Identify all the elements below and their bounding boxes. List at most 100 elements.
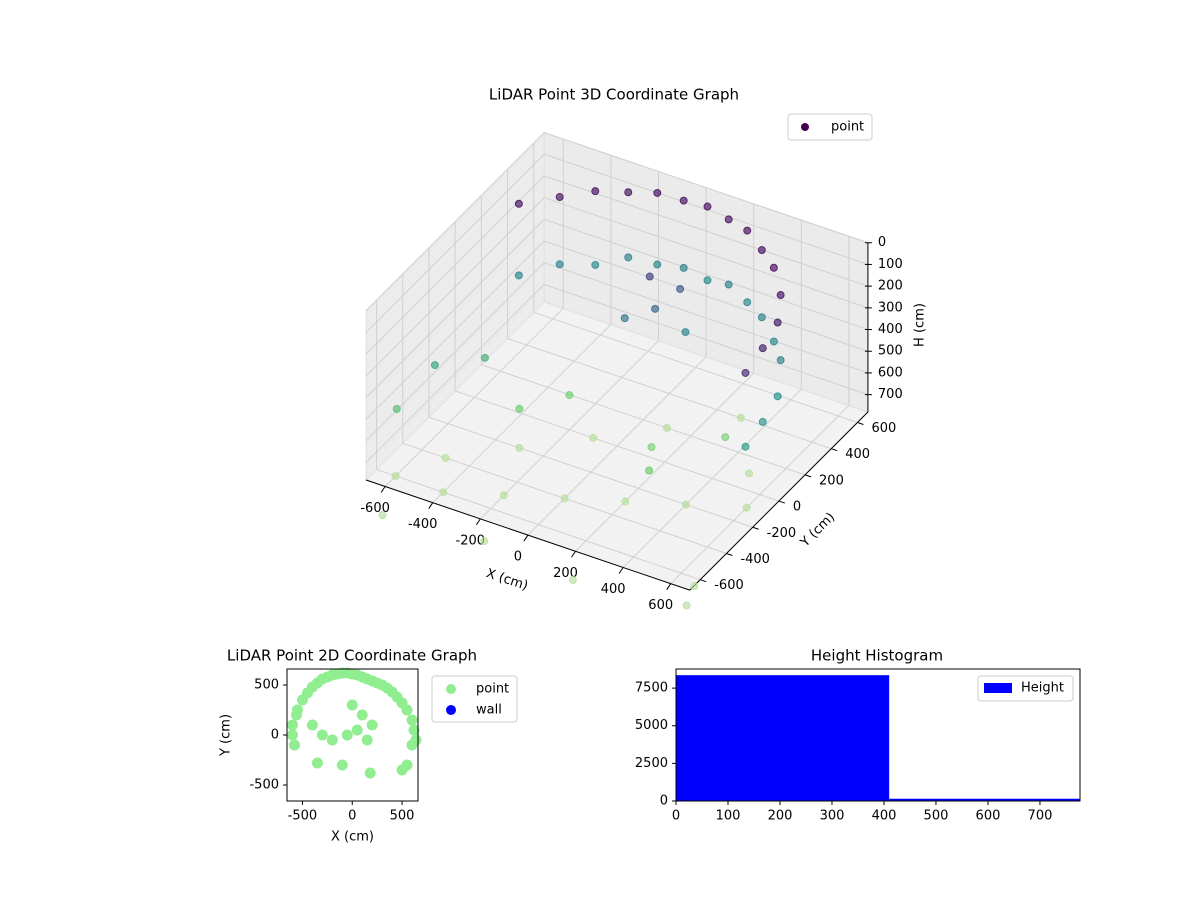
plot-2d	[286, 667, 422, 779]
point	[679, 196, 688, 205]
point	[408, 724, 420, 736]
point	[736, 413, 745, 422]
axis-line	[365, 479, 690, 591]
point	[653, 188, 662, 197]
grid-line	[365, 284, 545, 463]
x-tick-label: 600	[976, 809, 1001, 824]
point	[568, 575, 577, 584]
grid-line	[365, 219, 545, 398]
point	[724, 280, 733, 289]
z-tick-label: 0	[878, 235, 886, 250]
point	[441, 453, 450, 462]
point	[514, 271, 523, 280]
y-tick-label: 400	[845, 447, 870, 462]
point	[306, 719, 318, 731]
x-tick-label: 300	[820, 809, 845, 824]
point	[499, 491, 508, 500]
point	[721, 433, 730, 442]
z-tick-label: 100	[878, 257, 903, 272]
point	[591, 260, 600, 269]
x-tick-label: 700	[1028, 809, 1053, 824]
grid-line	[544, 284, 869, 396]
axis-line	[689, 411, 869, 591]
legend-box	[787, 113, 873, 141]
point	[555, 193, 564, 202]
grid-line	[533, 311, 858, 423]
point	[620, 314, 629, 323]
tick-mark	[804, 474, 812, 478]
x-tick-label: 400	[601, 582, 626, 597]
point	[690, 582, 699, 591]
x-axis-label: X (cm)	[331, 830, 374, 845]
point	[288, 739, 300, 751]
grid-line	[544, 240, 869, 352]
x-tick-label: 500	[390, 809, 415, 824]
x-tick-label: 400	[872, 809, 897, 824]
x-tick-label: -400	[408, 517, 438, 532]
y-tick-label: 0	[271, 728, 279, 743]
point	[356, 709, 368, 721]
grid-line	[481, 364, 806, 476]
legend-label: wall	[476, 703, 502, 718]
title-hist: Height Histogram	[811, 647, 943, 665]
x-tick-label: -200	[456, 533, 486, 548]
point	[621, 497, 630, 506]
point	[624, 253, 633, 262]
point	[651, 304, 660, 313]
y-tick-label: 2500	[635, 756, 668, 771]
title-2d: LiDAR Point 2D Coordinate Graph	[227, 647, 477, 665]
point	[341, 729, 353, 741]
tick-mark	[666, 583, 672, 590]
grid-line	[365, 175, 545, 355]
tick-mark	[726, 553, 733, 556]
point	[741, 442, 750, 451]
point	[366, 719, 378, 731]
grid-line	[544, 262, 869, 374]
point	[378, 511, 387, 520]
grid-line	[428, 416, 753, 528]
y-tick-label: 7500	[635, 681, 668, 696]
tick-mark	[700, 579, 707, 583]
point	[401, 704, 413, 716]
grid-line	[365, 240, 545, 420]
y-tick-label: 0	[793, 500, 801, 515]
y-tick-label: -400	[740, 552, 770, 567]
tick-mark	[380, 486, 386, 493]
x-tick-label: 600	[648, 598, 673, 613]
bar	[676, 675, 890, 801]
point	[515, 404, 524, 413]
point	[480, 353, 489, 362]
point	[555, 260, 564, 269]
tick-mark	[475, 518, 481, 526]
y-tick-label: -200	[767, 526, 797, 541]
legend-marker	[446, 684, 456, 694]
point	[776, 356, 785, 365]
z-tick-label: 700	[878, 387, 903, 402]
point	[682, 500, 690, 509]
x-tick-label: 200	[768, 809, 793, 824]
z-tick-label: 600	[878, 365, 903, 380]
axes-frame	[675, 668, 1081, 802]
legend-label: point	[831, 120, 864, 135]
bar	[889, 798, 1080, 801]
point	[645, 272, 654, 281]
point	[351, 724, 363, 736]
point	[346, 699, 358, 711]
point	[773, 318, 782, 327]
point	[742, 503, 751, 512]
point	[364, 767, 376, 779]
point	[624, 188, 633, 197]
point	[647, 443, 656, 452]
point	[326, 734, 338, 746]
point	[439, 488, 448, 497]
grid-line	[544, 175, 869, 287]
tick-mark	[752, 526, 759, 530]
point	[406, 739, 418, 751]
point	[591, 187, 600, 196]
point	[757, 246, 766, 255]
y-tick-label: -600	[714, 578, 744, 593]
point	[645, 466, 654, 475]
legend-label: Height	[1021, 681, 1064, 696]
grid-line	[454, 390, 780, 502]
